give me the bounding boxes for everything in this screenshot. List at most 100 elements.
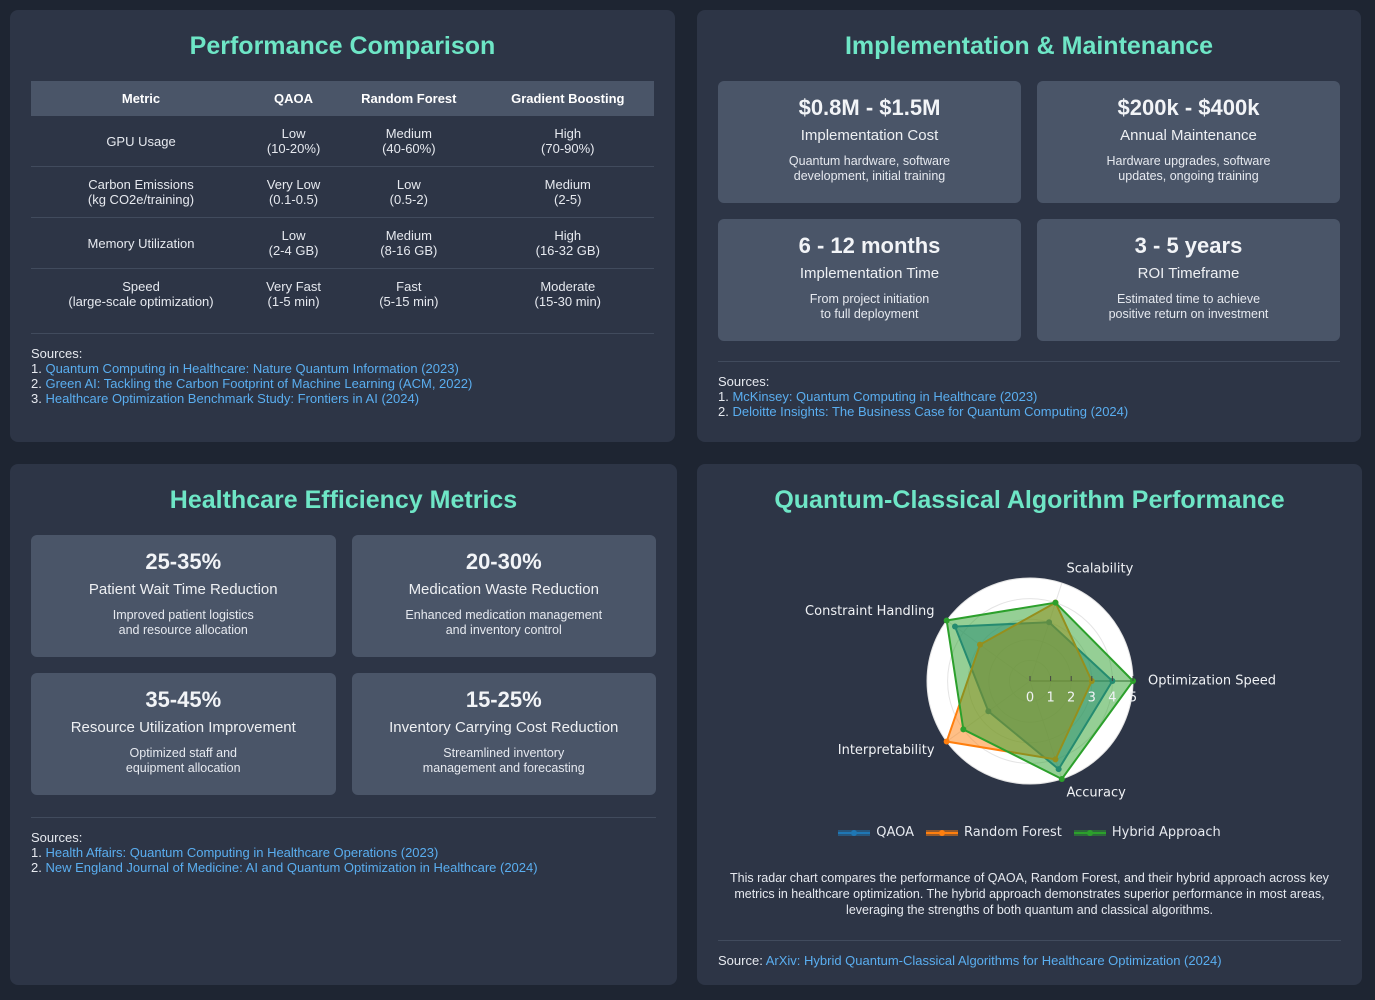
description: This radar chart compares the performanc… [730,871,1329,917]
series-marker [943,617,950,624]
card-value: 3 - 5 years [1134,233,1243,258]
source-link[interactable]: Healthcare Optimization Benchmark Study:… [45,391,420,406]
source-link[interactable]: Health Affairs: Quantum Computing in Hea… [45,845,439,860]
source-link[interactable]: Green AI: Tackling the Carbon Footprint … [45,376,473,391]
legend-swatch [838,829,871,836]
source-link[interactable]: Quantum Computing in Healthcare: Nature … [45,361,459,376]
performance-panel: Performance Comparison Metric QAOA Random … [10,10,675,442]
axis-label: Constraint Handling [805,604,934,619]
legend-swatch [1073,829,1106,836]
source-link[interactable]: ArXiv: Hybrid Quantum-Classical Algorith… [765,953,1222,968]
table-cell: Low (10-20%) [251,116,337,167]
metric-card: $0.8M - $1.5M Implementation Cost Quantum … [718,81,1021,203]
card-description: Estimated time to achieve positive retur… [1108,292,1269,321]
source-link[interactable]: New England Journal of Medicine: AI and … [45,860,538,875]
source-item: McKinsey: Quantum Computing in Healthcar… [718,389,1340,404]
card-label: Annual Maintenance [1120,127,1257,144]
series-marker [943,738,950,745]
radial-tick-label: 3 [1088,691,1096,706]
sources-label: Sources: [31,830,83,845]
table-cell: Memory Utilization [31,217,252,269]
cards: 25-35% Patient Wait Time Reduction Improve… [31,535,656,795]
table-cell: Medium (40-60%) [336,116,482,167]
table-cell: Carbon Emissions (kg CO2e/training) [31,166,252,218]
comparison-table: Metric QAOA Random Forest Gradient Boosting… [31,81,654,319]
card-label: ROI Timeframe [1137,265,1240,282]
card-description: From project initiation to full deployme… [809,292,930,321]
axis-label: Optimization Speed [1148,674,1276,689]
table-cell: Fast (5-15 min) [379,279,439,309]
implementation-panel: Implementation & Maintenance $0.8M - $1.… [697,10,1361,442]
cards: $0.8M - $1.5M Implementation Cost Quantum … [718,81,1340,341]
table-row: Speed (large-scale optimization) Very Fas… [31,269,654,320]
source-link[interactable]: Deloitte Insights: The Business Case for… [732,404,1129,419]
legend-label: Random Forest [964,825,1062,840]
legend-swatch-marker [1086,829,1093,836]
legend: QAOA Random Forest Hybrid Approach [718,825,1341,840]
card-value: 6 - 12 months [798,233,941,258]
metric-card: 6 - 12 months Implementation Time From pro… [718,219,1021,341]
legend-item: QAOA [838,825,914,840]
source-label: Source: [718,953,763,968]
table-cell: Low (2-4 GB) [251,217,337,269]
table-cell: Medium (8-16 GB) [336,217,482,269]
legend-item: Random Forest [926,825,1062,840]
table-row: GPU Usage Low (10-20%) Medium (40-60%) High… [31,116,654,167]
radial-tick-label: 2 [1067,691,1075,706]
legend-label: QAOA [876,825,915,840]
axis-label: Interpretability [838,743,935,758]
card-label: Resource Utilization Improvement [70,719,296,736]
card-description: Streamlined inventory management and for… [422,746,585,775]
series-marker [960,726,967,733]
radial-tick-label: 1 [1046,691,1054,706]
legend-swatch-marker [939,829,946,836]
card-description: Enhanced medication management and inven… [405,608,603,637]
card-label: Implementation Cost [800,127,939,144]
card-label: Medication Waste Reduction [408,581,599,598]
axis-label: Accuracy [1066,786,1126,801]
sources: Sources:Quantum Computing in Healthcare:… [31,334,654,406]
radar-chart: Optimization Speed Scalability Constraint … [805,561,1276,801]
table-cell: Medium (2-5) [481,166,654,218]
sources-label: Sources: [31,346,83,361]
radar-panel: Quantum-Classical Algorithm Performance … [697,464,1362,985]
efficiency-panel: Healthcare Efficiency Metrics 25-35% Pati… [10,464,677,985]
card-description: Quantum hardware, software development, … [788,154,951,183]
panel-title: Performance Comparison [189,32,496,60]
source-item: Healthcare Optimization Benchmark Study:… [31,391,654,406]
radial-tick-label: 4 [1108,691,1116,706]
source-item: Deloitte Insights: The Business Case for… [718,404,1340,419]
card-label: Implementation Time [799,265,940,282]
table-row: Memory Utilization Low (2-4 GB) Medium (8-… [31,217,654,269]
series-marker [1058,775,1065,782]
legend-swatch-marker [851,829,858,836]
table-cell: Very Fast (1-5 min) [266,279,321,309]
source-item: Health Affairs: Quantum Computing in Hea… [31,845,656,860]
card-label: Inventory Carrying Cost Reduction [389,719,619,736]
header-cell: Gradient Boosting [481,81,654,116]
radial-tick-label: 5 [1129,691,1137,706]
panel-title: Quantum-Classical Algorithm Performance [774,486,1285,514]
source-item: New England Journal of Medicine: AI and … [31,860,656,875]
metric-card: 20-30% Medication Waste Reduction Enhanced… [351,535,656,657]
panel-title: Implementation & Maintenance [844,32,1214,60]
card-label: Patient Wait Time Reduction [88,581,278,598]
series-area [945,601,1135,781]
metric-card: 3 - 5 years ROI Timeframe Estimated time t… [1037,219,1340,341]
card-value: 25-35% [145,549,222,574]
legend-swatch [926,829,959,836]
header-cell: QAOA [251,81,337,116]
metric-card: 35-45% Resource Utilization Improvement Op… [31,673,336,795]
metric-card: 15-25% Inventory Carrying Cost Reduction S… [351,673,656,795]
header-cell: Metric [31,81,252,116]
card-value: 35-45% [145,687,222,712]
metric-card: 25-35% Patient Wait Time Reduction Improve… [31,535,336,657]
table-cell: Very Low (0.1-0.5) [251,166,337,218]
header-row: Metric QAOA Random Forest Gradient Boosting [31,81,654,116]
source-link[interactable]: McKinsey: Quantum Computing in Healthcar… [732,389,1038,404]
card-value: 20-30% [465,549,542,574]
axis-label: Scalability [1066,561,1133,576]
card-description: Hardware upgrades, software updates, ong… [1106,154,1271,183]
table-cell: High (16-32 GB) [481,217,654,269]
